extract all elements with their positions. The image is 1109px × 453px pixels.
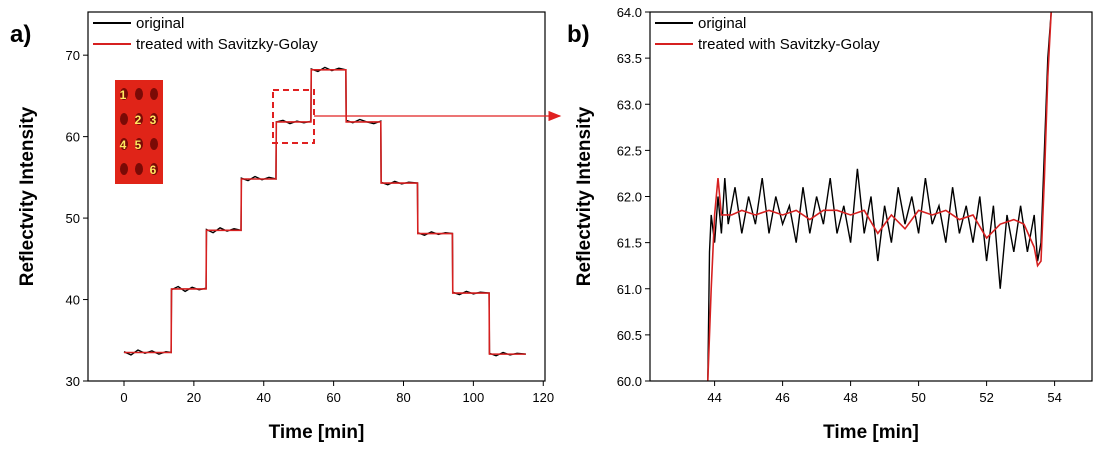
y-tick-label: 63.5 xyxy=(617,51,642,66)
inset-spot xyxy=(135,113,143,125)
x-tick-label: 0 xyxy=(120,390,127,405)
data-line xyxy=(123,66,526,357)
x-tick-label: 20 xyxy=(187,390,201,405)
y-tick-label: 60 xyxy=(66,130,80,145)
inset-spot xyxy=(135,138,143,150)
y-tick-label: 60.5 xyxy=(617,328,642,343)
plot-frame xyxy=(649,11,1093,382)
y-tick-label: 62.0 xyxy=(617,190,642,205)
inset-spot xyxy=(150,163,158,175)
x-tick-label: 48 xyxy=(843,390,857,405)
x-tick-label: 46 xyxy=(775,390,789,405)
legend-label: original xyxy=(136,15,184,32)
y-tick-label: 63.0 xyxy=(617,97,642,112)
inset-spot xyxy=(135,88,143,100)
inset-label: 3 xyxy=(150,113,157,127)
data-line xyxy=(707,12,1052,381)
inset-spot xyxy=(120,138,128,150)
legend-label: original xyxy=(698,15,746,32)
inset-spot xyxy=(150,88,158,100)
inset-label: 2 xyxy=(135,113,142,127)
plot-area xyxy=(123,66,526,357)
y-axis-title: Reflectvity Intensity xyxy=(574,106,595,286)
x-axis-title: Time [min] xyxy=(269,422,365,443)
y-tick-label: 30 xyxy=(66,374,80,389)
plot-frame xyxy=(87,11,546,382)
plot-area xyxy=(707,12,1052,381)
x-tick-label: 54 xyxy=(1047,390,1061,405)
x-tick-label: 40 xyxy=(257,390,271,405)
zoom-box xyxy=(272,89,315,144)
y-tick-label: 64.0 xyxy=(617,5,642,20)
data-line xyxy=(123,69,526,355)
panel-label: a) xyxy=(10,21,31,48)
inset-spot xyxy=(120,113,128,125)
y-tick-label: 61.5 xyxy=(617,236,642,251)
x-tick-label: 50 xyxy=(911,390,925,405)
legend-label: treated with Savitzky-Golay xyxy=(698,36,880,53)
inset-spot xyxy=(120,88,128,100)
inset-label: 4 xyxy=(120,138,127,152)
y-tick-label: 62.5 xyxy=(617,143,642,158)
inset-spot xyxy=(150,138,158,150)
inset-spot xyxy=(135,163,143,175)
x-tick-label: 52 xyxy=(979,390,993,405)
y-tick-label: 60.0 xyxy=(617,374,642,389)
x-tick-label: 60 xyxy=(326,390,340,405)
legend-label: treated with Savitzky-Golay xyxy=(136,36,318,53)
inset-label: 1 xyxy=(120,88,127,102)
inset-spot xyxy=(120,163,128,175)
x-tick-label: 120 xyxy=(532,390,554,405)
x-tick-label: 80 xyxy=(396,390,410,405)
y-tick-label: 50 xyxy=(66,211,80,226)
x-tick-label: 100 xyxy=(463,390,485,405)
panel-label: b) xyxy=(567,21,590,48)
x-tick-label: 44 xyxy=(707,390,721,405)
inset-label: 6 xyxy=(150,163,157,177)
y-tick-label: 70 xyxy=(66,48,80,63)
inset-label: 5 xyxy=(135,138,142,152)
y-tick-label: 61.0 xyxy=(617,282,642,297)
data-line xyxy=(707,12,1052,381)
x-axis-title: Time [min] xyxy=(823,422,919,443)
inset-spot xyxy=(150,113,158,125)
y-tick-label: 40 xyxy=(66,293,80,308)
y-axis-title: Reflectvity Intensity xyxy=(17,106,38,286)
